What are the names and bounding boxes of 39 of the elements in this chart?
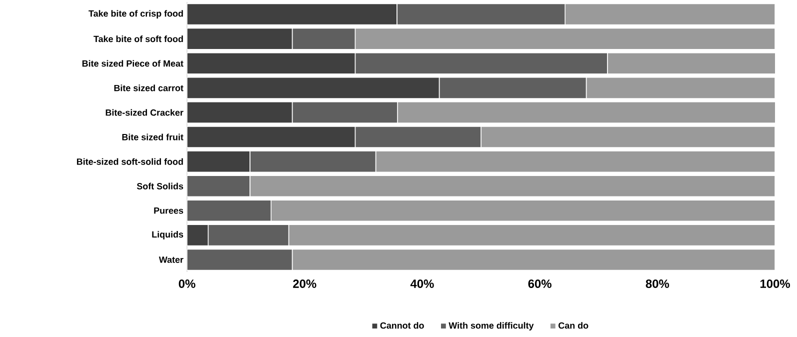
y-tick-label: Liquids: [152, 231, 184, 240]
y-tick-label: Bite sized carrot: [114, 84, 184, 92]
y-tick-label: Take bite of crisp food: [88, 10, 183, 18]
bar: [354, 52, 608, 74]
bar: [187, 3, 398, 26]
bar: [292, 102, 398, 124]
bar: [187, 150, 250, 172]
bar: [187, 76, 440, 99]
x-tick-label: 100%: [760, 280, 790, 288]
legend-label: With some difficulty: [448, 322, 534, 330]
y-tick-label: Bite sized Piece of Meat: [82, 60, 184, 67]
y-tick-label: Soft Solids: [136, 182, 184, 190]
x-tick-label: 40%: [410, 280, 434, 288]
x-tick-label: 20%: [293, 280, 316, 288]
legend-label: Cannot do: [380, 322, 424, 329]
x-tick-label: 0%: [178, 280, 196, 288]
bar: [187, 248, 293, 271]
legend-label: Can do: [558, 322, 588, 329]
y-tick-label: Take bite of soft food: [94, 36, 183, 42]
bar: [292, 28, 356, 50]
x-tick-label: 80%: [646, 280, 670, 288]
bar: [187, 52, 356, 74]
x-tick-label: 60%: [528, 280, 552, 288]
bar: [187, 175, 250, 198]
y-tick-label: Purees: [154, 208, 184, 214]
bar: [438, 76, 587, 99]
bar: [396, 3, 566, 26]
bar: [208, 224, 290, 246]
bar: [187, 28, 293, 50]
y-tick-label: Water: [158, 256, 184, 263]
bar: [187, 126, 356, 148]
bar: [250, 150, 376, 172]
y-tick-label: Bite sized fruit: [122, 134, 184, 140]
bar: [187, 102, 293, 124]
bar: [354, 126, 482, 148]
bar: [187, 200, 272, 222]
y-tick-label: Bite-sized Cracker: [106, 109, 184, 116]
bar: [187, 224, 209, 246]
y-tick-label: Bite-sized soft-solid food: [76, 158, 183, 165]
